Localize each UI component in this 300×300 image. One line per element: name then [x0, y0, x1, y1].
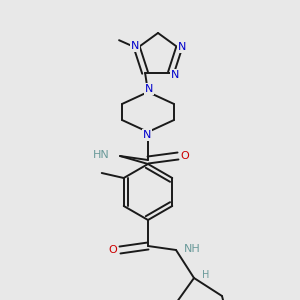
Text: N: N: [131, 41, 139, 51]
Text: NH: NH: [184, 244, 201, 254]
Text: N: N: [171, 70, 179, 80]
Text: N: N: [178, 42, 186, 52]
Text: H: H: [202, 270, 209, 280]
Text: HN: HN: [93, 150, 110, 160]
Text: N: N: [145, 84, 153, 94]
Text: O: O: [109, 245, 117, 255]
Text: O: O: [181, 151, 189, 161]
Text: N: N: [143, 130, 151, 140]
